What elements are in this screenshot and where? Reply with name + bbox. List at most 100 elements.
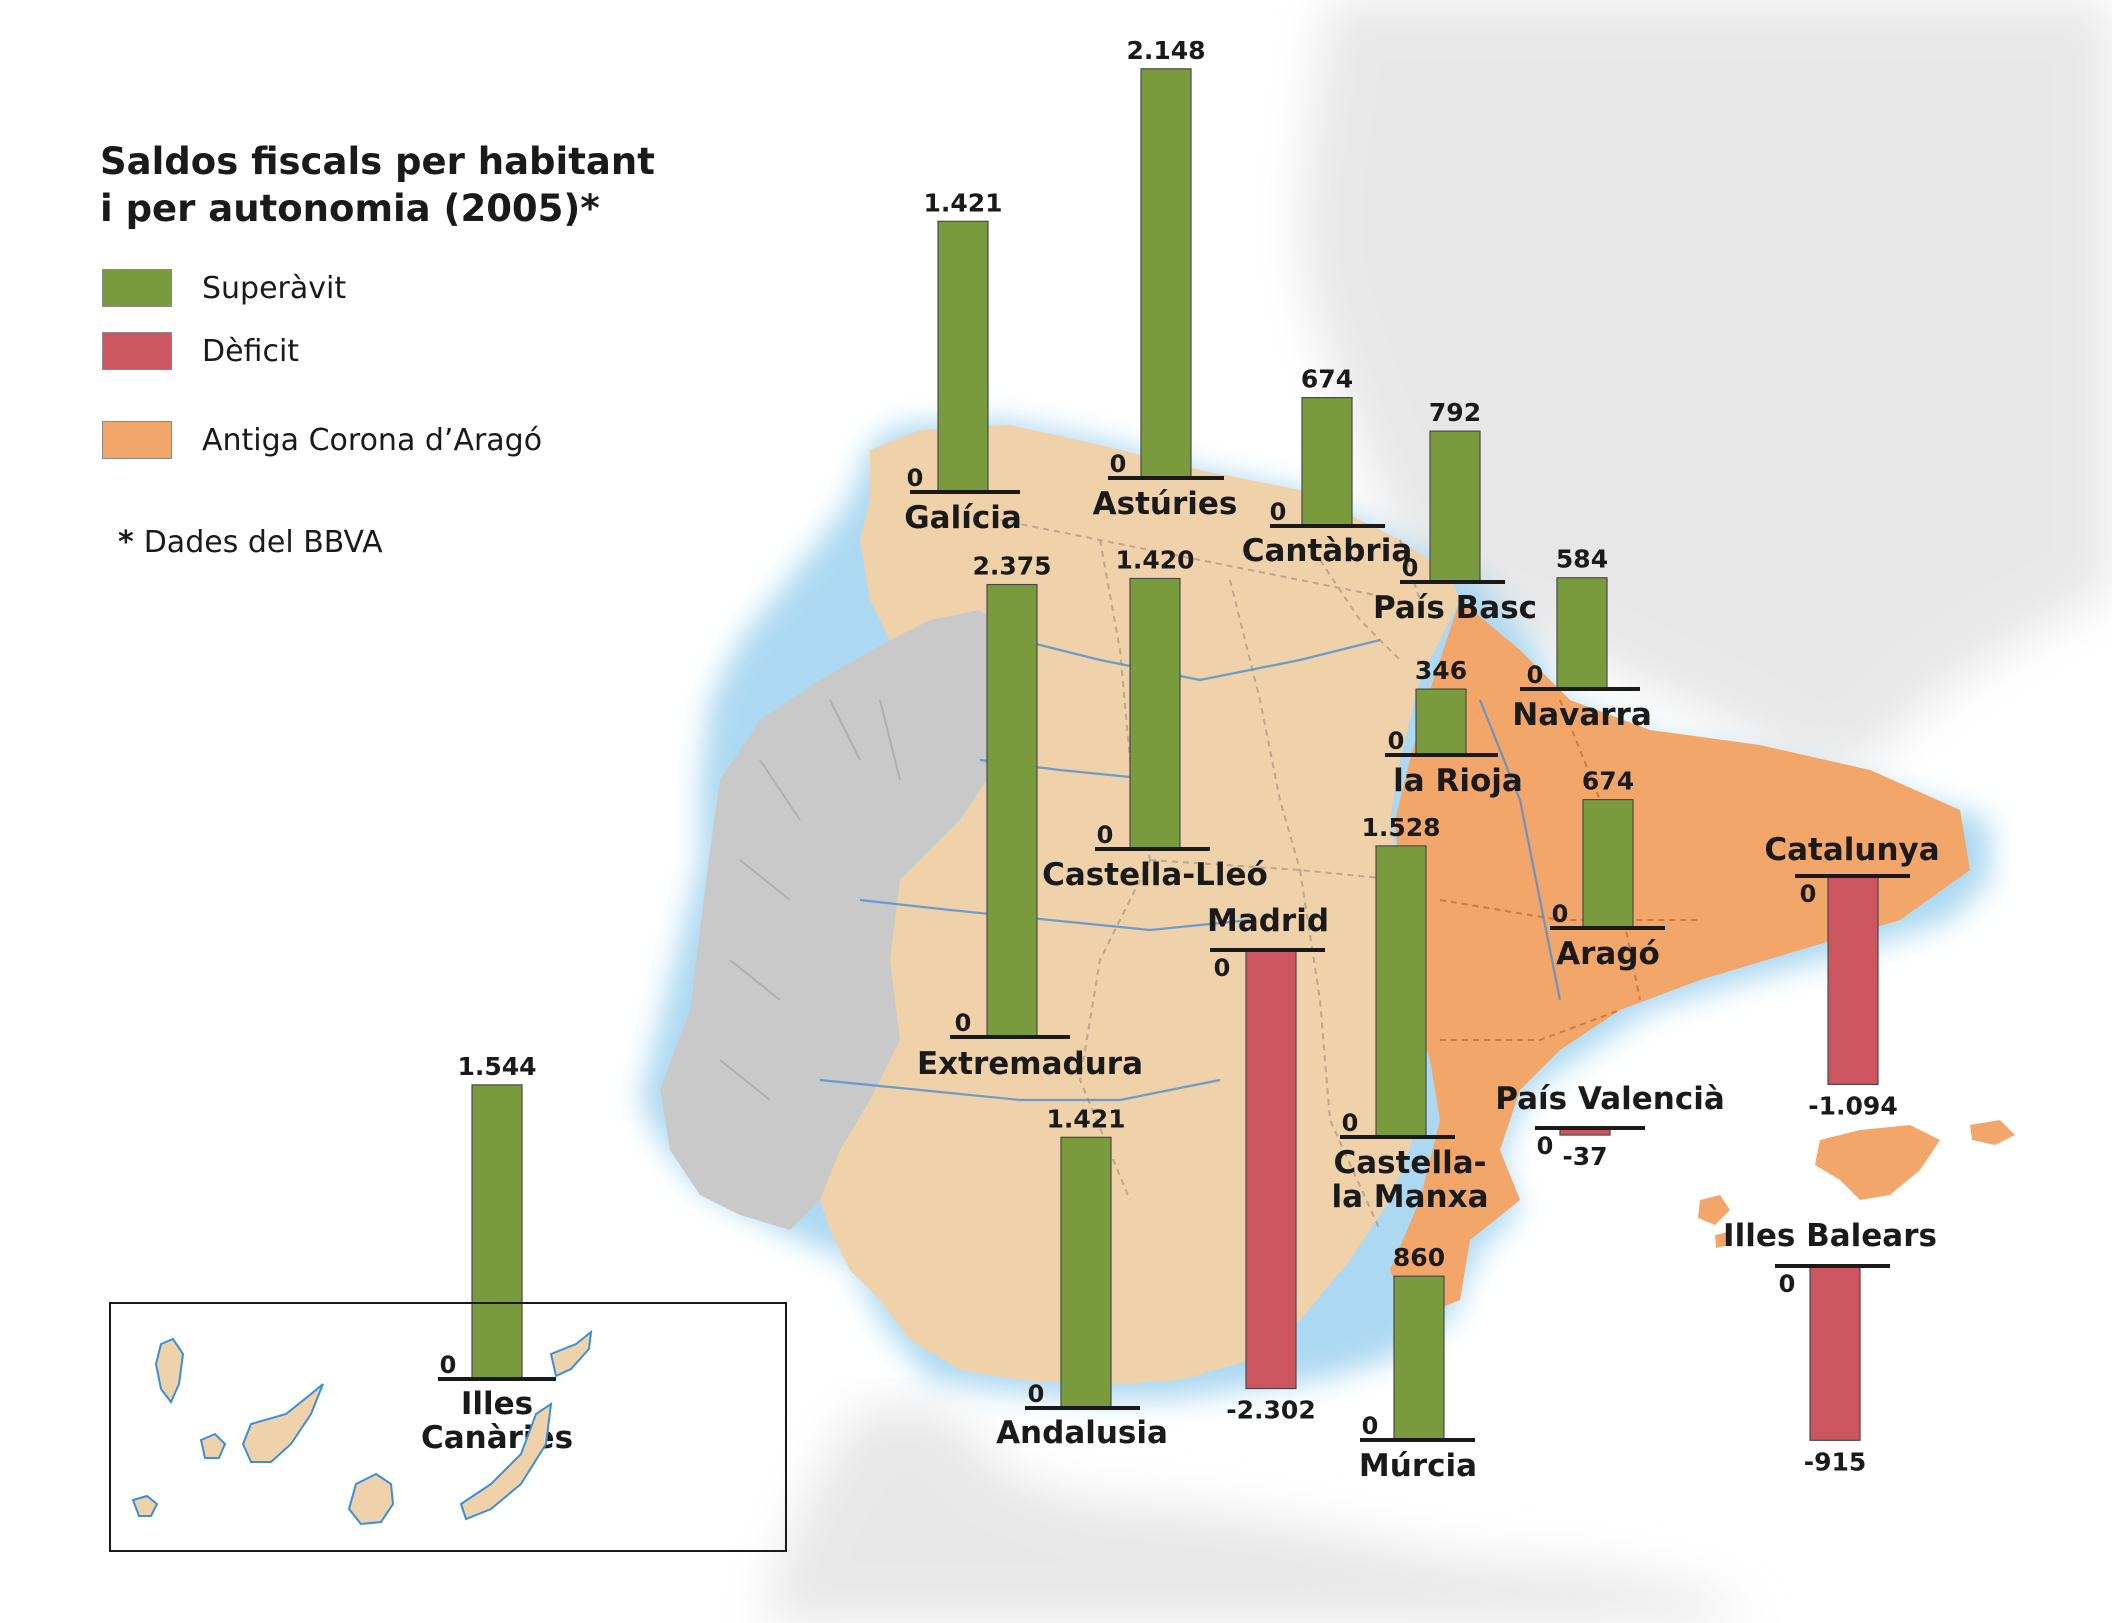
bar-arago — [1582, 799, 1634, 929]
region-name-madrid: Madrid — [1207, 903, 1329, 939]
rivers — [819, 638, 1562, 1102]
region-name-castella-lleo: Castella-Lleó — [1042, 857, 1268, 893]
zero-label-arago: 0 — [1552, 900, 1569, 928]
bar-castella-lleo — [1129, 577, 1181, 850]
bar-group-illes-balears: 0 -915 Illes Balears — [1723, 1218, 1937, 1476]
value-label-castella-la-manxa: 1.528 — [1361, 813, 1440, 842]
legend-item-deficit: Dèficit — [102, 331, 299, 371]
zero-label-extremadura: 0 — [955, 1009, 972, 1037]
region-name-cantabria: Cantàbria — [1242, 533, 1413, 569]
region-name-pais-valencia: País Valencià — [1495, 1081, 1725, 1117]
aragon-crown-region — [1390, 600, 1970, 1320]
value-label-pais-valencia: -37 — [1562, 1142, 1607, 1171]
bar-group-catalunya: 0 -1.094 Catalunya — [1764, 832, 1939, 1120]
region-name-castella-la-manxa-line2: la Manxa — [1331, 1179, 1488, 1215]
france-land — [1300, 0, 2112, 770]
spain-land — [820, 425, 1460, 1385]
bar-group-navarra: 0 584 Navarra — [1512, 545, 1652, 733]
bar-group-murcia: 0 860 Múrcia — [1359, 1243, 1477, 1484]
region-name-castella-la-manxa-line1: Castella- — [1333, 1145, 1486, 1181]
bar-catalunya — [1827, 875, 1879, 1086]
bar-group-asturies: 0 2.148 Astúries — [1093, 36, 1238, 522]
bar-la-rioja — [1415, 688, 1467, 756]
value-label-la-rioja: 346 — [1415, 656, 1467, 685]
bar-group-arago: 0 674 Aragó — [1550, 767, 1665, 972]
canary-islands-map — [131, 1329, 593, 1526]
bar-group-extremadura: 0 2.375 Extremadura — [917, 552, 1143, 1082]
bar-navarra — [1556, 577, 1608, 690]
value-label-cantabria: 674 — [1301, 365, 1353, 394]
legend-title-line1: Saldos fiscals per habitant — [100, 140, 655, 183]
eivissa-island — [1698, 1195, 1730, 1225]
bar-cantabria — [1301, 397, 1353, 527]
zero-label-pais-valencia: 0 — [1537, 1132, 1554, 1160]
bar-madrid — [1245, 949, 1297, 1390]
region-name-pais-basc: País Basc — [1373, 590, 1537, 626]
legend-label-aragon-crown: Antiga Corona d’Aragó — [202, 422, 543, 458]
value-label-castella-lleo: 1.420 — [1115, 545, 1194, 574]
bar-group-cantabria: 0 674 Cantàbria — [1242, 365, 1413, 569]
zero-label-illes-balears: 0 — [1779, 1270, 1796, 1298]
legend-note: * Dades del BBVA — [118, 525, 383, 560]
region-name-extremadura: Extremadura — [917, 1046, 1143, 1082]
region-name-la-rioja: la Rioja — [1393, 763, 1523, 799]
zero-label-murcia: 0 — [1362, 1412, 1379, 1440]
legend-title: Saldos fiscals per habitant i per autono… — [100, 138, 655, 232]
bar-group-castella-lleo: 0 1.420 Castella-Lleó — [1042, 545, 1268, 893]
region-name-arago: Aragó — [1556, 936, 1660, 972]
africa-land — [760, 1400, 1760, 1623]
legend-item-aragon-crown: Antiga Corona d’Aragó — [102, 420, 542, 460]
zero-label-cantabria: 0 — [1270, 498, 1287, 526]
bar-murcia — [1393, 1275, 1445, 1441]
region-name-illes-balears: Illes Balears — [1723, 1218, 1937, 1254]
bar-asturies — [1140, 68, 1192, 479]
value-label-illes-balears: -915 — [1804, 1447, 1867, 1476]
gran-canaria-island — [347, 1472, 395, 1526]
canary-islands-inset — [109, 1302, 787, 1552]
legend-label-deficit: Dèficit — [202, 333, 300, 369]
zero-label-pais-basc: 0 — [1402, 554, 1419, 582]
neighbor-land — [760, 0, 2112, 1623]
note-marker: * — [118, 525, 134, 560]
legend-swatch-aragon-crown — [102, 421, 172, 459]
zero-label-galicia: 0 — [907, 464, 924, 492]
zero-label-navarra: 0 — [1527, 661, 1544, 689]
value-label-madrid: -2.302 — [1226, 1396, 1315, 1425]
bar-group-madrid: 0 -2.302 Madrid — [1207, 903, 1329, 1425]
legend-title-line2: i per autonomia (2005)* — [100, 187, 600, 230]
value-label-arago: 674 — [1582, 767, 1634, 796]
legend-label-superavit: Superàvit — [202, 270, 347, 306]
value-label-asturies: 2.148 — [1126, 36, 1205, 65]
zero-label-andalusia: 0 — [1028, 1380, 1045, 1408]
value-label-murcia: 860 — [1393, 1243, 1445, 1272]
region-name-andalusia: Andalusia — [996, 1415, 1168, 1451]
note-text: Dades del BBVA — [143, 525, 383, 560]
mallorca-island — [1815, 1125, 1940, 1200]
value-label-extremadura: 2.375 — [972, 552, 1051, 581]
bar-group-castella-la-manxa: 0 1.528 Castella-la Manxa — [1331, 813, 1488, 1215]
portugal-relief — [719, 699, 901, 1101]
legend-swatch-deficit — [102, 332, 172, 370]
balearic-islands — [1698, 1120, 2015, 1248]
bar-illes-balears — [1809, 1265, 1861, 1441]
value-label-catalunya: -1.094 — [1808, 1091, 1897, 1120]
tenerife-island — [241, 1383, 324, 1463]
bar-pais-basc — [1429, 430, 1481, 583]
region-name-galicia: Galícia — [904, 500, 1022, 536]
legend-item-superavit: Superàvit — [102, 268, 346, 308]
zero-label-la-rioja: 0 — [1388, 727, 1405, 755]
bar-group-pais-valencia: 0 -37 País Valencià — [1495, 1081, 1725, 1171]
value-label-pais-basc: 792 — [1429, 398, 1481, 427]
bar-group-galicia: 0 1.421 Galícia — [904, 188, 1022, 536]
bar-group-la-rioja: 0 346 la Rioja — [1385, 656, 1523, 799]
el-hierro-island — [131, 1494, 159, 1517]
region-borders — [999, 519, 1421, 1231]
region-name-navarra: Navarra — [1512, 697, 1652, 733]
bar-castella-la-manxa — [1375, 845, 1427, 1138]
region-name-asturies: Astúries — [1093, 486, 1238, 522]
value-label-andalusia: 1.421 — [1046, 1104, 1125, 1133]
